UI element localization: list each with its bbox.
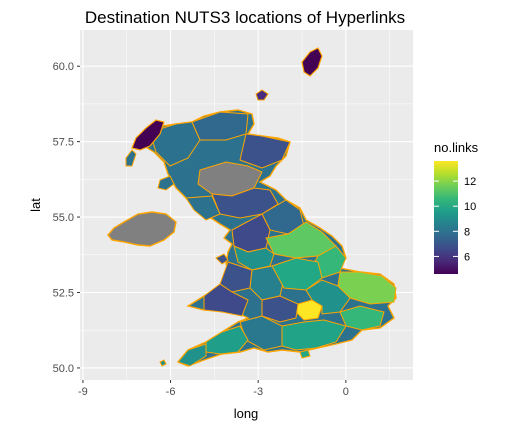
y-axis-title: lat <box>28 198 43 212</box>
y-tick-label: 55.0 <box>53 212 74 224</box>
legend-title: no.links <box>434 140 479 155</box>
island-wight <box>300 350 310 358</box>
legend-tick-label: 8 <box>464 226 470 238</box>
x-axis-title: long <box>234 406 259 421</box>
x-tick-label: -6 <box>166 386 176 398</box>
legend-tick-label: 10 <box>464 201 476 213</box>
chart-title: Destination NUTS3 locations of Hyperlink… <box>85 8 405 27</box>
x-tick-label: -9 <box>78 386 88 398</box>
legend-colorbar <box>434 161 458 274</box>
x-axis: -9 -6 -3 0 <box>78 380 349 398</box>
legend-tick-label: 6 <box>464 251 470 263</box>
y-tick-label: 60.0 <box>53 61 74 73</box>
legend: no.links 6 8 10 12 <box>434 140 479 274</box>
y-tick-label: 57.5 <box>53 137 74 149</box>
x-tick-label: 0 <box>343 386 349 398</box>
legend-tick-label: 12 <box>464 176 476 188</box>
y-tick-label: 50.0 <box>53 363 74 375</box>
x-tick-label: -3 <box>253 386 263 398</box>
y-axis: 50.0 52.5 55.0 57.5 60.0 <box>53 61 80 375</box>
y-tick-label: 52.5 <box>53 288 74 300</box>
